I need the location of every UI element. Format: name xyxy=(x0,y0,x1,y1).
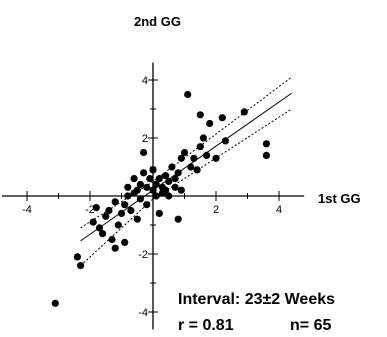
data-point xyxy=(155,209,163,217)
data-point xyxy=(114,221,122,229)
data-point xyxy=(77,262,85,270)
interval-annotation: Interval: 23±2 Weeks xyxy=(178,291,335,308)
data-point xyxy=(240,108,248,116)
data-point xyxy=(162,186,170,194)
data-point xyxy=(105,206,113,215)
data-point xyxy=(193,166,201,174)
data-point xyxy=(136,195,144,203)
y-tick-label: 2 xyxy=(142,133,148,145)
data-point xyxy=(165,192,173,200)
regression-line-group xyxy=(80,92,292,242)
data-point xyxy=(95,224,104,232)
data-point xyxy=(127,206,135,215)
data-point xyxy=(171,183,179,191)
data-point xyxy=(140,169,148,177)
data-point xyxy=(51,299,59,307)
data-point xyxy=(196,143,204,151)
data-point xyxy=(184,90,192,99)
data-point xyxy=(143,201,151,209)
data-point xyxy=(117,209,126,217)
data-point xyxy=(124,183,132,191)
data-point xyxy=(121,238,129,246)
data-point xyxy=(149,186,157,194)
data-point xyxy=(108,235,116,244)
data-point xyxy=(111,244,119,252)
data-point xyxy=(203,151,211,159)
data-point xyxy=(262,151,270,159)
data-point xyxy=(89,218,97,226)
data-point xyxy=(146,175,154,183)
data-point xyxy=(212,154,220,162)
data-point xyxy=(152,180,160,188)
data-point xyxy=(190,154,198,162)
y-axis-title: 2nd GG xyxy=(134,14,181,29)
data-points xyxy=(51,90,270,307)
data-point xyxy=(196,111,204,119)
data-point xyxy=(73,253,81,261)
data-point xyxy=(221,137,229,145)
data-point xyxy=(133,215,141,223)
data-point xyxy=(143,183,151,191)
data-point xyxy=(180,148,189,157)
data-point xyxy=(92,204,100,212)
x-tick-label: 4 xyxy=(276,204,282,216)
data-point xyxy=(262,140,270,148)
tick-labels: -4 -2 2 4 4 2 -2 -4 xyxy=(22,75,282,319)
x-tick-label: -2 xyxy=(85,204,95,216)
data-point xyxy=(124,192,132,200)
data-point xyxy=(206,119,214,128)
x-tick-label: -4 xyxy=(22,204,32,216)
data-point xyxy=(149,166,157,174)
data-point xyxy=(121,201,129,209)
x-tick-label: 2 xyxy=(213,204,219,216)
y-tick-label: -4 xyxy=(138,307,148,319)
x-axis-title: 1st GG xyxy=(318,191,361,206)
data-point xyxy=(199,134,207,142)
data-point xyxy=(174,169,182,177)
data-point xyxy=(168,163,176,171)
data-point xyxy=(133,186,141,194)
data-point xyxy=(99,230,107,238)
data-point xyxy=(111,198,119,206)
y-tick-label: -2 xyxy=(138,249,148,261)
data-point xyxy=(177,154,185,162)
data-point xyxy=(171,175,179,183)
data-point xyxy=(152,192,160,200)
data-point xyxy=(136,180,144,188)
data-point xyxy=(187,163,195,171)
lower-confidence-band xyxy=(80,108,292,266)
n-annotation: n= 65 xyxy=(290,317,331,334)
data-point xyxy=(140,148,148,157)
regression-line xyxy=(80,92,292,242)
data-point xyxy=(165,177,173,186)
data-point xyxy=(162,172,170,180)
data-point xyxy=(177,186,185,194)
data-point xyxy=(130,175,138,183)
data-point xyxy=(174,215,182,223)
r-annotation: r = 0.81 xyxy=(178,317,234,334)
data-point xyxy=(102,212,110,220)
data-point xyxy=(218,114,226,122)
y-tick-label: 4 xyxy=(142,75,148,87)
data-point xyxy=(155,175,163,183)
